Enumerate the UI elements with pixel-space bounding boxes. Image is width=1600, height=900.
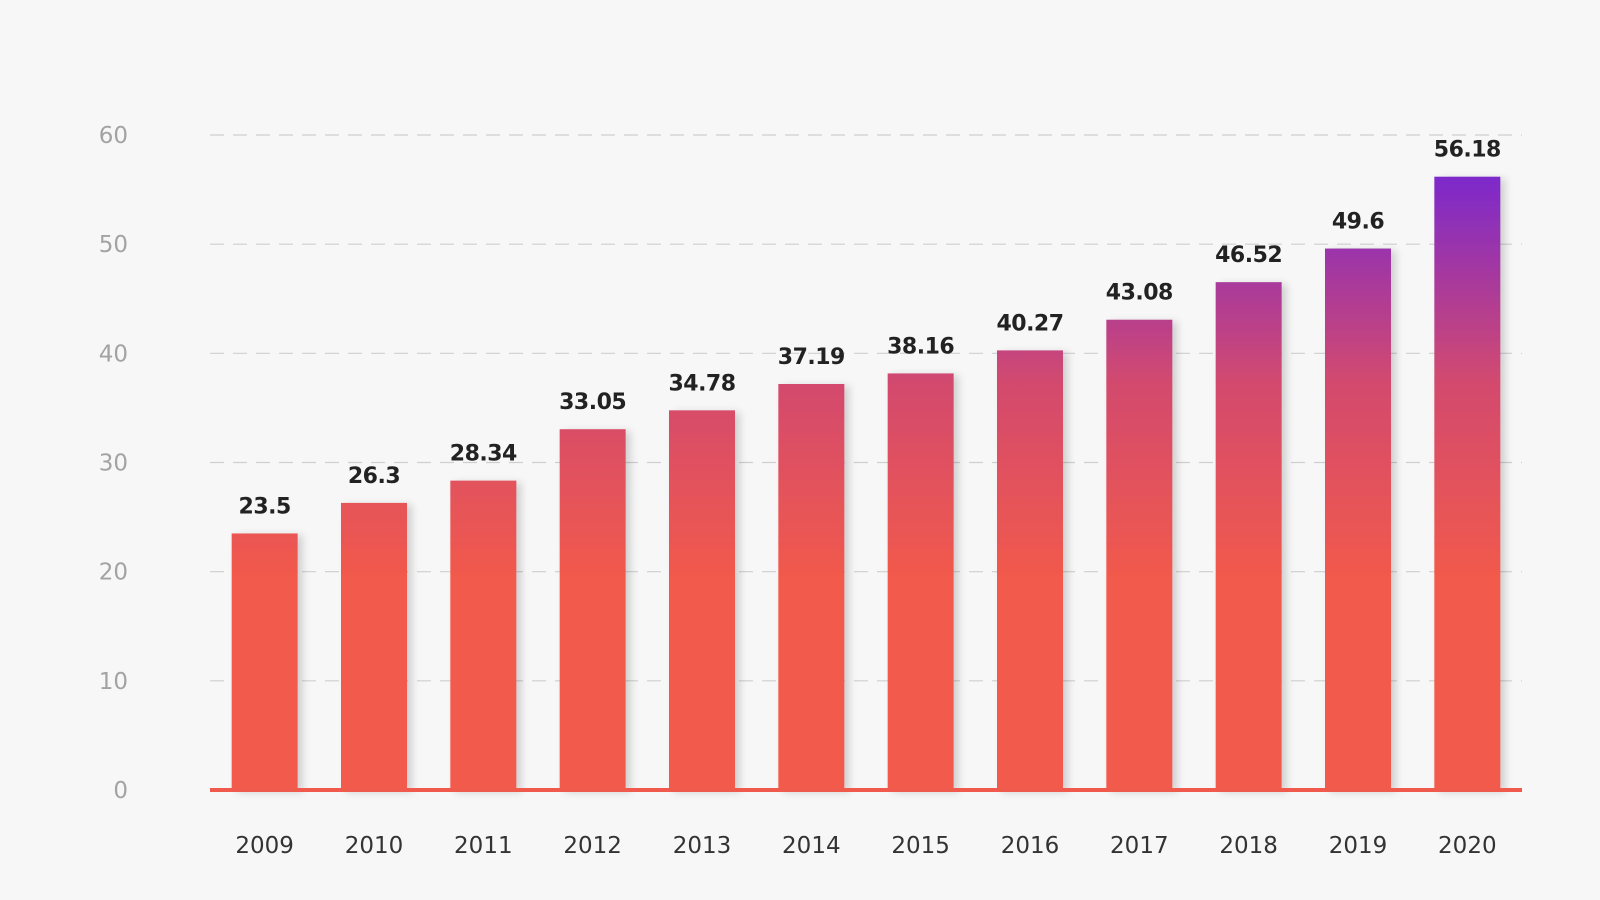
y-tick-label-30: 30 xyxy=(99,451,128,477)
bar-2020 xyxy=(1434,176,1501,790)
x-tick-label-2016: 2016 xyxy=(1001,833,1060,859)
x-tick-label-2010: 2010 xyxy=(345,833,404,859)
x-tick-label-2015: 2015 xyxy=(891,833,950,859)
y-tick-label-50: 50 xyxy=(99,232,128,258)
value-label-2013: 34.78 xyxy=(668,371,735,396)
bars xyxy=(231,176,1501,791)
bar-2010 xyxy=(341,502,407,790)
value-label-2019: 49.6 xyxy=(1332,210,1384,235)
bar-2019 xyxy=(1325,248,1391,791)
bar-2013 xyxy=(669,410,735,790)
value-label-2009: 23.5 xyxy=(239,494,291,519)
gridlines xyxy=(210,134,1522,682)
x-tick-label-2018: 2018 xyxy=(1219,833,1278,859)
value-labels: 23.5 26.3 28.34 33.05 34.78 37.19 38.16 40.27 43… xyxy=(239,138,1502,520)
value-label-2010: 26.3 xyxy=(348,464,400,489)
y-tick-label-40: 40 xyxy=(99,341,128,367)
x-tick-label-2012: 2012 xyxy=(563,833,622,859)
value-label-2020: 56.18 xyxy=(1434,138,1501,163)
value-label-2017: 43.08 xyxy=(1106,281,1173,306)
value-label-2016: 40.27 xyxy=(996,311,1063,336)
value-label-2012: 33.05 xyxy=(559,390,626,415)
bar-2011 xyxy=(450,480,517,790)
bar-2012 xyxy=(559,429,626,790)
y-tick-label-10: 10 xyxy=(99,669,128,695)
y-tick-label-20: 20 xyxy=(99,560,128,586)
x-axis: 2009 2010 2011 2012 2013 2014 2015 2016 2017 2018… xyxy=(235,833,1496,859)
value-label-2014: 37.19 xyxy=(778,345,845,370)
y-axis: 0 10 20 30 40 50 60 xyxy=(99,123,128,804)
bar-2018 xyxy=(1215,282,1282,790)
x-tick-label-2009: 2009 xyxy=(235,833,294,859)
x-tick-label-2020: 2020 xyxy=(1438,833,1497,859)
y-tick-label-0: 0 xyxy=(113,778,128,804)
bar-2014 xyxy=(778,384,845,790)
bar-2016 xyxy=(997,350,1063,790)
x-tick-label-2019: 2019 xyxy=(1329,833,1388,859)
value-label-2011: 28.34 xyxy=(450,442,517,467)
x-tick-label-2011: 2011 xyxy=(454,833,513,859)
bar-2017 xyxy=(1106,319,1173,790)
x-tick-label-2014: 2014 xyxy=(782,833,841,859)
value-label-2018: 46.52 xyxy=(1215,243,1282,268)
x-tick-label-2017: 2017 xyxy=(1110,833,1169,859)
bar-2015 xyxy=(887,373,954,790)
y-tick-label-60: 60 xyxy=(99,123,128,149)
bar-2009 xyxy=(231,533,298,790)
x-tick-label-2013: 2013 xyxy=(673,833,732,859)
value-label-2015: 38.16 xyxy=(887,334,954,359)
